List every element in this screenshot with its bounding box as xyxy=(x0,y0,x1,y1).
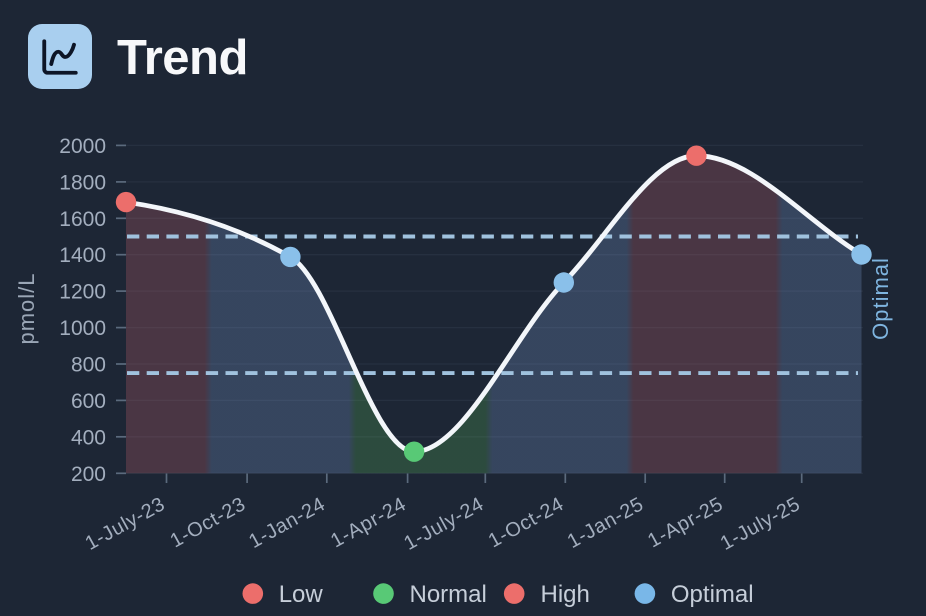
svg-text:pmol/L: pmol/L xyxy=(14,272,39,344)
svg-text:1-July-24: 1-July-24 xyxy=(400,493,487,555)
svg-text:600: 600 xyxy=(71,390,106,413)
svg-text:1800: 1800 xyxy=(59,171,106,194)
svg-text:1-Oct-24: 1-Oct-24 xyxy=(485,493,568,552)
svg-text:1600: 1600 xyxy=(59,208,106,231)
svg-text:2000: 2000 xyxy=(59,135,106,158)
svg-text:Low: Low xyxy=(279,581,324,608)
svg-text:1-Oct-23: 1-Oct-23 xyxy=(167,493,250,552)
svg-text:Optimal: Optimal xyxy=(671,581,754,608)
svg-text:1400: 1400 xyxy=(59,244,106,267)
svg-text:1-Apr-25: 1-Apr-25 xyxy=(644,493,727,552)
svg-text:Optimal: Optimal xyxy=(868,257,893,340)
svg-text:1-Jan-25: 1-Jan-25 xyxy=(564,493,648,553)
svg-text:1000: 1000 xyxy=(59,317,106,340)
svg-text:Normal: Normal xyxy=(410,581,487,608)
svg-text:1-July-23: 1-July-23 xyxy=(82,493,169,555)
svg-text:1-Jan-24: 1-Jan-24 xyxy=(245,493,329,553)
svg-text:200: 200 xyxy=(71,463,106,486)
svg-text:400: 400 xyxy=(71,426,106,449)
svg-text:800: 800 xyxy=(71,354,106,377)
svg-text:1200: 1200 xyxy=(59,281,106,304)
svg-text:1-July-25: 1-July-25 xyxy=(717,493,804,555)
svg-text:1-Apr-24: 1-Apr-24 xyxy=(327,493,410,552)
svg-text:High: High xyxy=(541,581,590,608)
